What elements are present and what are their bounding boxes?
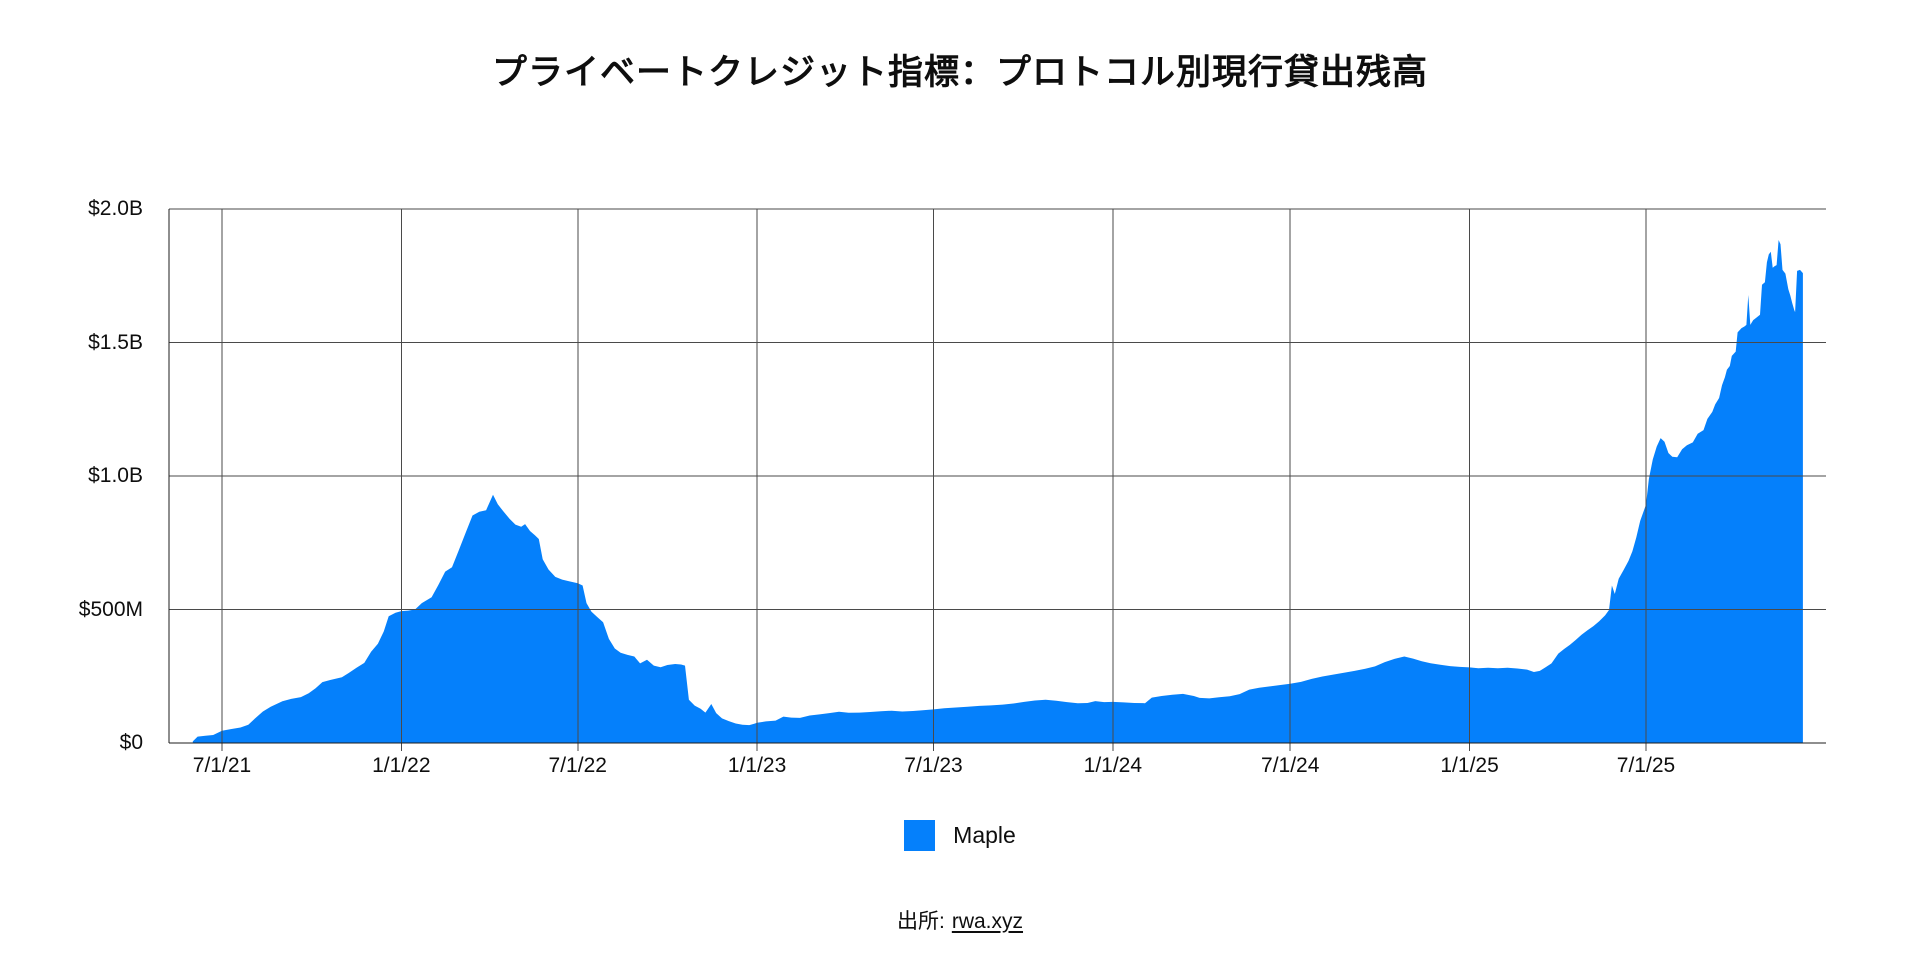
x-axis-tick-label: 1/1/22	[372, 754, 431, 777]
y-axis-tick-label: $2.0B	[88, 197, 143, 220]
maple-area-series	[192, 240, 1803, 743]
chart-title: プライベートクレジット指標：プロトコル別現行貸出残高	[491, 53, 1428, 92]
y-axis-tick-label: $1.0B	[88, 464, 143, 487]
x-axis-tick-label: 7/1/22	[548, 754, 607, 777]
source-link[interactable]: rwa.xyz	[951, 910, 1024, 933]
x-axis-tick-label: 7/1/23	[904, 754, 963, 777]
source-prefix: 出所:	[896, 910, 945, 933]
legend: Maple	[0, 820, 1920, 851]
x-axis-tick-label: 1/1/24	[1083, 754, 1143, 777]
x-axis-tick-label: 1/1/25	[1440, 754, 1499, 777]
x-axis-tick-label: 7/1/24	[1261, 754, 1320, 777]
x-axis-tick-label: 7/1/21	[192, 754, 252, 777]
y-axis-tick-label: $0	[119, 731, 143, 754]
x-axis-tick-label: 7/1/25	[1616, 754, 1676, 777]
source-line: 出所: rwa.xyz	[0, 905, 1920, 935]
x-axis-tick-label: 1/1/23	[727, 754, 787, 777]
y-axis-tick-label: $500M	[78, 597, 143, 621]
legend-swatch-icon	[904, 820, 936, 851]
legend-label: Maple	[953, 822, 1016, 848]
legend-item-maple[interactable]: Maple	[904, 820, 1016, 851]
y-axis-tick-label: $1.5B	[88, 330, 143, 354]
